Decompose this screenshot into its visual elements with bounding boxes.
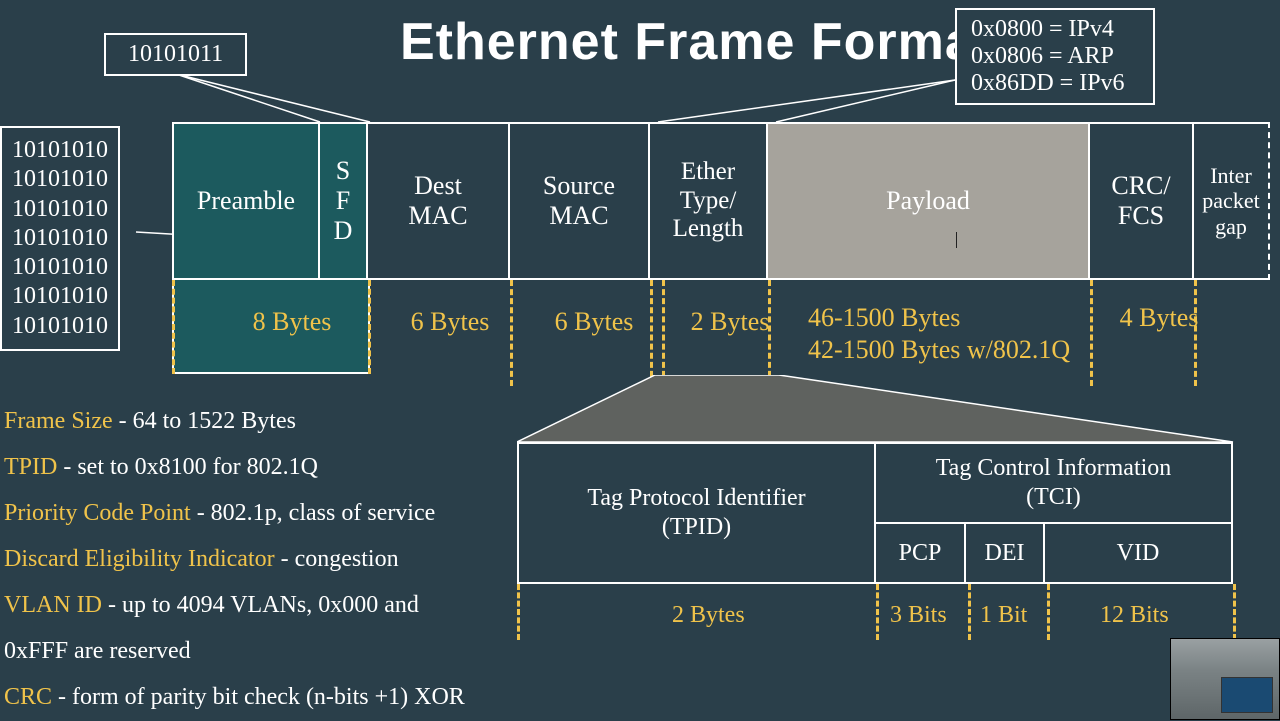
frame-field: Source MAC xyxy=(508,122,650,280)
tag-pcp-size: 3 Bits xyxy=(890,602,947,629)
sfd-callout-text: 10101011 xyxy=(128,41,223,67)
size-divider xyxy=(1194,280,1197,386)
bit-line: 10101010 xyxy=(12,195,108,224)
frame-field: Inter packet gap xyxy=(1192,122,1270,280)
expand-polygon xyxy=(517,375,1237,447)
tag-size-divider xyxy=(517,584,520,640)
note-line: CRC - form of parity bit check (n-bits +… xyxy=(4,674,474,720)
tpid-cell: Tag Protocol Identifier (TPID) xyxy=(517,442,876,584)
tag-size-divider xyxy=(876,584,879,640)
text-cursor xyxy=(956,232,957,248)
webcam-overlay xyxy=(1170,638,1280,720)
frame-field: Preamble xyxy=(172,122,320,280)
frame-field: Ether Type/ Length xyxy=(648,122,768,280)
size-src: 6 Bytes xyxy=(534,307,654,337)
tag-vid-size: 12 Bits xyxy=(1100,602,1169,629)
tag-size-divider xyxy=(1233,584,1236,640)
frame-fields-row: PreambleS F DDest MACSource MACEther Typ… xyxy=(172,122,1270,280)
tag-size-divider xyxy=(968,584,971,640)
bit-line: 10101010 xyxy=(12,312,108,341)
bit-line: 10101010 xyxy=(12,136,108,165)
page-title: Ethernet Frame Format xyxy=(400,12,993,72)
size-divider xyxy=(1090,280,1093,386)
ethertype-callout: 0x0800 = IPv4 0x0806 = ARP 0x86DD = IPv6 xyxy=(955,8,1155,105)
size-payload-2: 42-1500 Bytes w/802.1Q xyxy=(808,335,1108,365)
tag-size-divider xyxy=(1047,584,1050,640)
frame-field: Payload xyxy=(766,122,1090,280)
note-line: Discard Eligibility Indicator - congesti… xyxy=(4,536,474,582)
bit-line: 10101010 xyxy=(12,165,108,194)
ethertype-line: 0x86DD = IPv6 xyxy=(971,70,1139,97)
ethertype-line: 0x0806 = ARP xyxy=(971,43,1139,70)
ethertype-line: 0x0800 = IPv4 xyxy=(971,16,1139,43)
vid-cell: VID xyxy=(1043,522,1233,584)
note-line: VLAN ID - up to 4094 VLANs, 0x000 and 0x… xyxy=(4,582,474,674)
size-type: 2 Bytes xyxy=(670,307,790,337)
bit-line: 10101010 xyxy=(12,224,108,253)
frame-field: CRC/ FCS xyxy=(1088,122,1194,280)
size-preamble: 8 Bytes xyxy=(232,307,352,337)
note-line: Frame Size - 64 to 1522 Bytes xyxy=(4,398,474,444)
frame-field: S F D xyxy=(318,122,368,280)
preamble-bits-box: 10101010 10101010 10101010 10101010 1010… xyxy=(0,126,120,351)
size-dest: 6 Bytes xyxy=(390,307,510,337)
size-divider xyxy=(510,280,513,386)
sfd-callout: 10101011 xyxy=(104,33,247,76)
dei-cell: DEI xyxy=(964,522,1045,584)
frame-field: Dest MAC xyxy=(366,122,510,280)
size-payload-1: 46-1500 Bytes xyxy=(808,303,1108,333)
tag-tpid-size: 2 Bytes xyxy=(672,602,745,629)
size-divider xyxy=(662,280,665,386)
bit-line: 10101010 xyxy=(12,253,108,282)
size-crc: 4 Bytes xyxy=(1104,303,1214,333)
notes-list: Frame Size - 64 to 1522 Bytes TPID - set… xyxy=(4,398,474,721)
tci-cell: Tag Control Information (TCI) xyxy=(874,442,1233,524)
size-divider xyxy=(172,280,175,374)
size-divider xyxy=(368,280,371,374)
bit-line: 10101010 xyxy=(12,282,108,311)
note-line: Priority Code Point - 802.1p, class of s… xyxy=(4,490,474,536)
tag-dei-size: 1 Bit xyxy=(980,602,1027,629)
note-line: TPID - set to 0x8100 for 802.1Q xyxy=(4,444,474,490)
pcp-cell: PCP xyxy=(874,522,966,584)
